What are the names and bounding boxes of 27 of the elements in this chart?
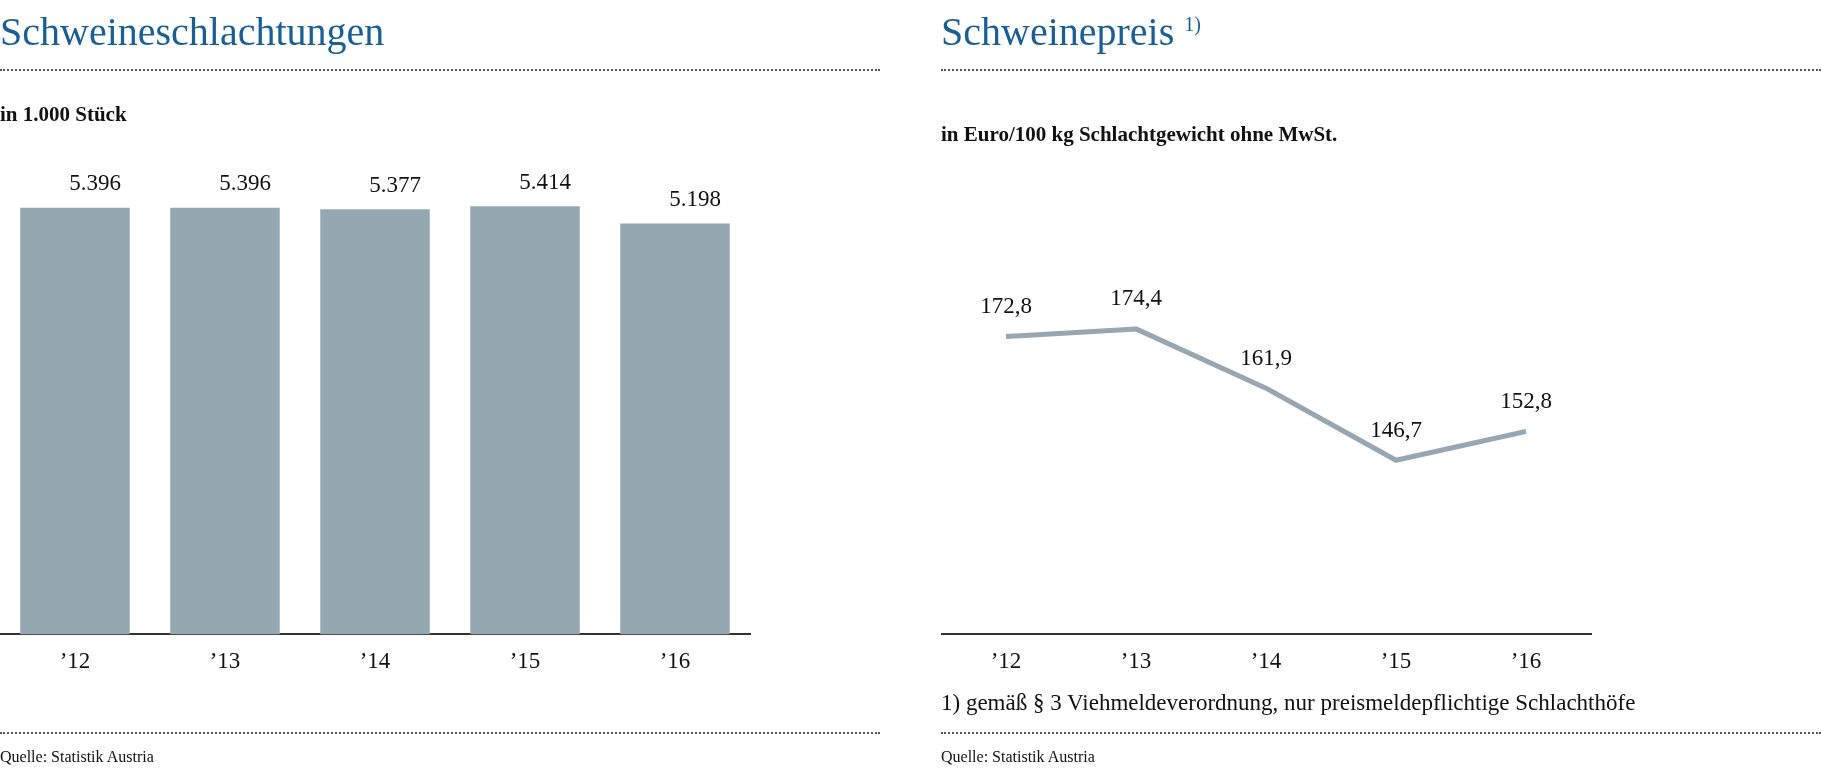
data-label: 5.396 bbox=[69, 170, 121, 196]
x-tick-label: ’13 bbox=[1120, 648, 1152, 674]
chart-title: Schweinepreis $^{1)}$ bbox=[941, 8, 1821, 71]
data-label: 5.377 bbox=[369, 171, 421, 197]
x-tick-label: ’15 bbox=[509, 648, 541, 674]
x-tick-label: ’16 bbox=[1510, 648, 1542, 674]
source-note: Quelle: Statistik Austria bbox=[0, 732, 880, 766]
text: 1) gemäß § 3 Viehmeldeverordnung, nur preismeldepflichtige Schlachthöfe bbox=[941, 690, 1636, 716]
data-label: 5.414 bbox=[519, 168, 572, 194]
x-tick-label: ’13 bbox=[209, 648, 241, 674]
x-tick-label: ’14 bbox=[1250, 648, 1282, 674]
chart-subtitle: in 1.000 Stück bbox=[0, 102, 127, 127]
source-note: Quelle: Statistik Austria bbox=[941, 732, 1821, 766]
data-label: 174,4 bbox=[1110, 285, 1163, 311]
data-label: 152,8 bbox=[1500, 387, 1552, 413]
x-tick-label: ’15 bbox=[1380, 648, 1412, 674]
x-tick-label: ’12 bbox=[59, 648, 91, 674]
chart-subtitle: in Euro/100 kg Schlachtgewicht ohne MwSt. bbox=[941, 122, 1338, 147]
x-tick-label: ’14 bbox=[359, 648, 391, 674]
data-label: 146,7 bbox=[1370, 416, 1422, 442]
data-label: 5.396 bbox=[219, 170, 271, 196]
x-tick-label: ’12 bbox=[990, 648, 1022, 674]
data-label: 172,8 bbox=[980, 293, 1032, 319]
data-label: 161,9 bbox=[1240, 344, 1292, 370]
chart-title: Schweineschlachtungen bbox=[0, 8, 880, 71]
data-label: 5.198 bbox=[669, 185, 721, 211]
x-tick-label: ’16 bbox=[659, 648, 691, 674]
